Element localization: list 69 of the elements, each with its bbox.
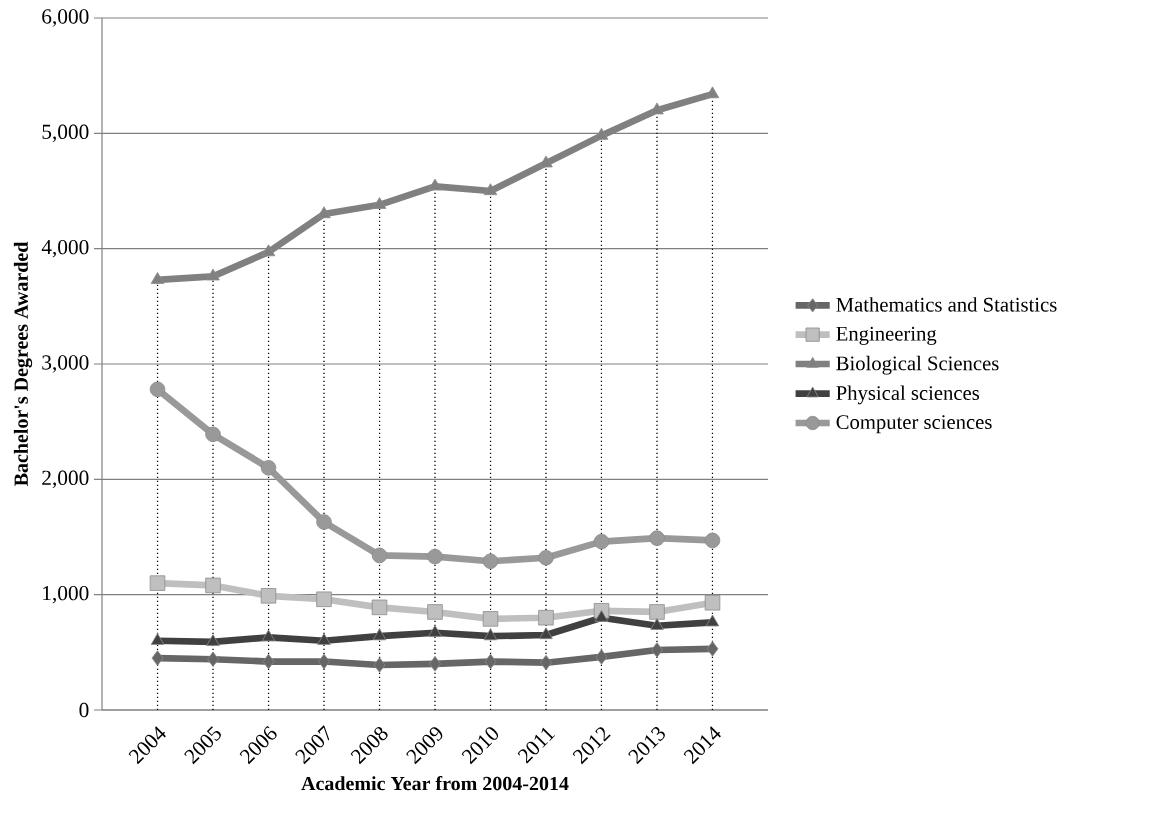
x-tick-label: 2011 — [517, 727, 556, 764]
point — [650, 102, 664, 115]
point — [205, 426, 221, 443]
y-tick-label: 5,000 — [42, 124, 89, 143]
point — [371, 599, 388, 616]
point — [206, 268, 220, 281]
point — [318, 653, 330, 670]
point — [207, 651, 219, 667]
point — [704, 595, 721, 611]
point — [483, 628, 498, 641]
legend-label: Engineering — [836, 326, 937, 345]
point — [316, 514, 332, 530]
point — [372, 628, 387, 641]
point — [427, 548, 443, 565]
point — [151, 650, 164, 666]
point — [539, 627, 553, 640]
point — [206, 634, 220, 647]
point — [705, 86, 720, 99]
point — [427, 604, 443, 620]
y-axis-title: Bachelor's Degrees Awarded — [13, 241, 33, 487]
y-tick-label: 4,000 — [41, 239, 89, 258]
legend-label: Computer sciences — [836, 415, 992, 434]
y-tick-label: 6,000 — [42, 9, 89, 27]
point — [705, 614, 720, 627]
point — [150, 633, 165, 645]
point — [261, 629, 276, 642]
point — [149, 381, 166, 398]
point — [483, 183, 498, 196]
y-tick-label: 3,000 — [42, 355, 89, 373]
point — [262, 653, 275, 670]
legend-label: Mathematics and Statistics — [836, 297, 1057, 312]
point — [317, 633, 331, 645]
point — [371, 547, 388, 564]
point — [428, 624, 442, 637]
point — [594, 609, 609, 622]
point — [482, 553, 499, 569]
y-tick-label: 1,000 — [43, 585, 89, 604]
point — [651, 642, 663, 658]
y-tick-label: 2,000 — [42, 470, 89, 489]
point — [594, 127, 609, 140]
point — [482, 611, 499, 627]
point — [649, 530, 665, 546]
x-axis-title: Academic Year from 2004-2014 — [301, 776, 569, 791]
point — [317, 206, 331, 219]
point — [205, 577, 221, 594]
point — [260, 460, 277, 476]
point — [428, 178, 442, 191]
point — [538, 609, 554, 626]
legend-label: Biological Sciences — [836, 355, 999, 375]
point — [316, 591, 332, 607]
point — [373, 657, 386, 673]
point — [372, 197, 387, 209]
point — [260, 588, 277, 604]
point — [593, 533, 610, 550]
point — [706, 641, 719, 657]
point — [150, 272, 165, 284]
legend-label: Physical sciences — [836, 385, 980, 405]
point — [704, 532, 721, 549]
point — [261, 244, 276, 257]
point — [484, 653, 497, 670]
point — [650, 618, 664, 630]
point — [539, 155, 553, 168]
point — [429, 656, 441, 672]
point — [149, 575, 166, 591]
point — [649, 604, 665, 620]
point — [538, 550, 554, 566]
y-tick-label: 0 — [79, 702, 89, 718]
point — [540, 654, 552, 671]
point — [595, 649, 608, 665]
